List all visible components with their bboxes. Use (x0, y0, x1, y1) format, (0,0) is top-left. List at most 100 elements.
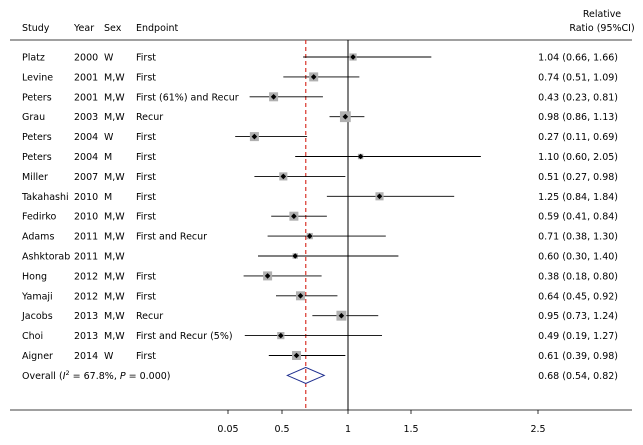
study-name: Choi (22, 331, 43, 342)
study-rr-ci: 0.27 (0.11, 0.69) (538, 132, 618, 143)
study-sex: W (104, 132, 114, 143)
header-ratio-ci: Ratio (95%CI) (569, 23, 634, 34)
study-endpoint: First (136, 152, 156, 163)
study-year: 2012 (74, 271, 98, 282)
header-year: Year (73, 23, 94, 34)
study-sex: M,W (104, 112, 125, 123)
overall-label: Overall (I2 = 67.8%, P = 0.000) (22, 369, 171, 382)
study-sex: M,W (104, 331, 125, 342)
study-endpoint: First (136, 172, 156, 183)
study-name: Fedirko (22, 212, 57, 223)
point-estimate (350, 54, 356, 60)
study-name: Yamaji (21, 291, 53, 302)
p-value: = 0.000) (126, 371, 171, 382)
point-estimate (280, 173, 287, 180)
study-sex: W (104, 53, 114, 64)
study-rr-ci: 1.25 (0.84, 1.84) (538, 192, 618, 203)
study-year: 2004 (74, 152, 98, 163)
overall-rr-ci: 0.68 (0.54, 0.82) (538, 371, 618, 382)
study-endpoint: First (136, 72, 156, 83)
study-endpoint: First (136, 192, 156, 203)
study-sex: M,W (104, 252, 125, 263)
study-name: Grau (22, 112, 45, 123)
point-estimate (293, 352, 300, 359)
study-name: Peters (22, 132, 52, 143)
study-rr-ci: 0.98 (0.86, 1.13) (538, 112, 618, 123)
study-rr-ci: 0.43 (0.23, 0.81) (538, 92, 618, 103)
study-year: 2010 (74, 212, 98, 223)
study-year: 2001 (74, 92, 98, 103)
study-name: Peters (22, 92, 52, 103)
study-year: 2013 (74, 331, 98, 342)
study-name: Levine (22, 72, 53, 83)
study-sex: W (104, 351, 114, 362)
study-sex: M,W (104, 291, 125, 302)
header-sex: Sex (104, 23, 122, 34)
overall-prefix: Overall ( (22, 371, 63, 382)
header-study: Study (22, 23, 50, 34)
point-estimate (310, 74, 317, 80)
point-estimate (278, 332, 284, 339)
study-sex: M,W (104, 72, 125, 83)
study-name: Ashktorab (22, 252, 70, 263)
study-year: 2010 (74, 192, 98, 203)
study-sex: M,W (104, 212, 125, 223)
study-sex: M,W (104, 311, 125, 322)
study-endpoint: First (136, 53, 156, 64)
point-estimate (297, 293, 304, 299)
study-endpoint: First (136, 132, 156, 143)
study-name: Miller (22, 172, 48, 183)
point-estimate (338, 312, 345, 319)
study-year: 2003 (74, 112, 98, 123)
point-estimate (270, 94, 277, 100)
i2-symbol: I (63, 371, 66, 382)
study-year: 2011 (74, 232, 98, 243)
study-endpoint: Recur (136, 112, 163, 123)
study-rr-ci: 0.59 (0.41, 0.84) (538, 212, 618, 223)
study-rr-ci: 0.71 (0.38, 1.30) (538, 232, 618, 243)
study-sex: M,W (104, 232, 125, 243)
study-rr-ci: 0.95 (0.73, 1.24) (538, 311, 618, 322)
study-name: Aigner (22, 351, 53, 362)
point-estimate (264, 273, 271, 279)
study-sex: M,W (104, 271, 125, 282)
p-symbol: P (120, 371, 126, 382)
study-year: 2001 (74, 72, 98, 83)
study-name: Platz (22, 53, 45, 64)
study-name: Takahashi (21, 192, 69, 203)
point-estimate (357, 153, 364, 160)
x-tick-label: 1 (345, 424, 351, 435)
study-year: 2012 (74, 291, 98, 302)
study-name: Adams (22, 232, 54, 243)
header-endpoint: Endpoint (136, 23, 179, 34)
study-year: 2014 (74, 351, 98, 362)
study-name: Peters (22, 152, 52, 163)
study-endpoint: First (136, 271, 156, 282)
study-sex: M (104, 152, 112, 163)
study-rr-ci: 0.49 (0.19, 1.27) (538, 331, 618, 342)
study-rr-ci: 1.10 (0.60, 2.05) (538, 152, 618, 163)
point-estimate (251, 133, 258, 140)
study-rr-ci: 0.51 (0.27, 0.98) (538, 172, 618, 183)
study-year: 2013 (74, 311, 98, 322)
point-estimate (376, 193, 383, 200)
study-name: Jacobs (21, 311, 53, 322)
study-sex: M,W (104, 172, 125, 183)
study-rr-ci: 1.04 (0.66, 1.66) (538, 53, 618, 64)
study-endpoint: Recur (136, 311, 163, 322)
x-tick-label: 0.5 (274, 424, 289, 435)
study-year: 2004 (74, 132, 98, 143)
x-tick-label: 2.5 (530, 424, 545, 435)
study-year: 2007 (74, 172, 98, 183)
study-year: 2011 (74, 252, 98, 263)
point-estimate (291, 213, 297, 219)
point-estimate (342, 113, 349, 120)
study-rr-ci: 0.74 (0.51, 1.09) (538, 72, 618, 83)
study-rr-ci: 0.60 (0.30, 1.40) (538, 252, 618, 263)
study-rr-ci: 0.64 (0.45, 0.92) (538, 291, 618, 302)
study-rr-ci: 0.38 (0.18, 0.80) (538, 271, 618, 282)
study-rr-ci: 0.61 (0.39, 0.98) (538, 351, 618, 362)
point-estimate (292, 253, 298, 259)
study-endpoint: First (136, 291, 156, 302)
